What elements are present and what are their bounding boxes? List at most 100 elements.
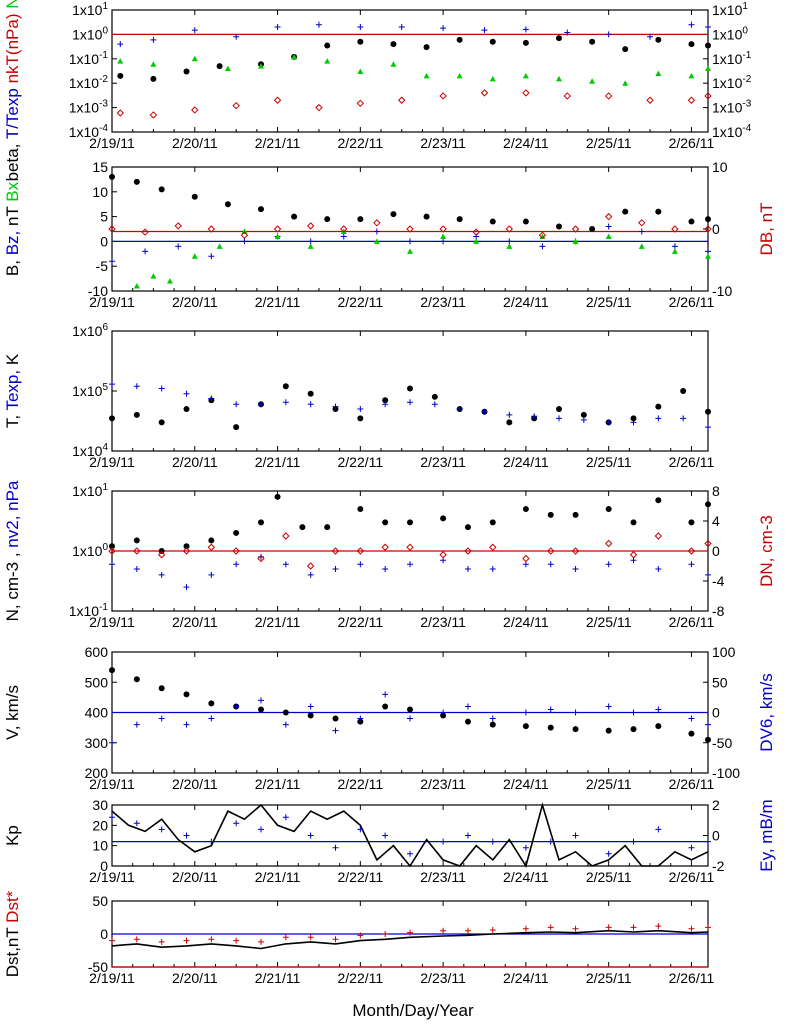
data-point bbox=[133, 547, 141, 555]
data-point bbox=[655, 826, 662, 833]
data-point bbox=[705, 736, 711, 743]
data-point bbox=[571, 547, 580, 555]
data-point bbox=[456, 72, 463, 79]
date-tick-label: 2/20/11 bbox=[172, 294, 218, 310]
data-point bbox=[473, 238, 480, 244]
data-point bbox=[655, 36, 662, 43]
series-diamond bbox=[108, 212, 712, 239]
y-axis-label-part: Bz, bbox=[3, 226, 22, 255]
data-point bbox=[705, 571, 711, 578]
y-left-tick-label: 15 bbox=[92, 159, 108, 175]
data-point bbox=[373, 238, 380, 244]
data-point bbox=[332, 844, 339, 851]
data-point bbox=[589, 38, 596, 45]
data-point bbox=[522, 561, 529, 568]
y-left-tick-label: -5 bbox=[96, 258, 109, 274]
y-left-tick-label: 10 bbox=[92, 184, 108, 200]
data-point bbox=[183, 543, 190, 550]
data-point bbox=[547, 511, 554, 518]
y-right-axis-label: Ey, mB/m bbox=[757, 799, 776, 871]
y-left-tick-label: 5 bbox=[100, 209, 108, 225]
data-point bbox=[307, 832, 314, 839]
data-point bbox=[241, 228, 248, 234]
data-point bbox=[133, 820, 140, 827]
data-point bbox=[398, 24, 405, 31]
data-point bbox=[258, 401, 264, 408]
y-right-tick-label: -100 bbox=[712, 765, 740, 781]
y-axis-label-part: Dst* bbox=[3, 890, 22, 923]
data-point bbox=[232, 101, 240, 110]
data-point bbox=[440, 25, 447, 32]
series-dot bbox=[109, 493, 711, 554]
y-axis-label-part: nv2, nPa bbox=[3, 480, 22, 548]
series-dot bbox=[109, 667, 711, 743]
data-point bbox=[282, 721, 289, 728]
data-point bbox=[182, 547, 191, 555]
data-point bbox=[257, 554, 265, 563]
series-line bbox=[111, 929, 709, 950]
date-tick-label: 2/25/11 bbox=[586, 135, 632, 151]
data-point bbox=[274, 493, 281, 500]
data-point bbox=[556, 223, 562, 230]
data-point bbox=[539, 243, 546, 250]
y-left-tick-label: 300 bbox=[85, 735, 109, 751]
data-point bbox=[522, 26, 529, 33]
y-axis-label-part: T, bbox=[3, 411, 22, 429]
data-point bbox=[357, 38, 364, 45]
data-point bbox=[704, 225, 712, 233]
y-right-tick-label: 1x10-4 bbox=[712, 123, 752, 140]
data-point bbox=[423, 213, 430, 220]
data-point bbox=[655, 566, 662, 573]
data-point bbox=[407, 248, 413, 254]
date-tick-label: 2/26/11 bbox=[669, 614, 715, 630]
y-axis-label-part: T/Texp bbox=[3, 83, 22, 139]
data-point bbox=[604, 212, 613, 221]
y-left-tick-label: 20 bbox=[92, 817, 108, 833]
y-right-tick-label: 50 bbox=[712, 674, 728, 690]
data-point bbox=[440, 709, 447, 716]
data-point bbox=[622, 80, 629, 86]
date-tick-label: 2/19/11 bbox=[89, 970, 135, 986]
data-point bbox=[705, 216, 711, 223]
series-plus bbox=[109, 381, 711, 431]
data-point bbox=[705, 721, 711, 728]
plot-frame bbox=[111, 166, 709, 292]
data-point bbox=[522, 506, 529, 513]
data-point bbox=[191, 106, 199, 114]
data-point bbox=[208, 537, 215, 544]
data-point bbox=[489, 519, 496, 526]
data-point bbox=[440, 712, 447, 719]
date-tick-label: 2/23/11 bbox=[420, 135, 466, 151]
data-point bbox=[233, 937, 240, 944]
data-point bbox=[522, 844, 529, 851]
data-point bbox=[506, 411, 513, 418]
data-point bbox=[141, 228, 149, 236]
data-point bbox=[431, 393, 438, 400]
data-point bbox=[216, 63, 223, 70]
data-point bbox=[258, 706, 264, 713]
data-point bbox=[688, 21, 695, 28]
panel-p6: 2/19/11 2/20/11 2/21/11 2/22/11 2/23/11 2/24/… bbox=[3, 797, 776, 885]
date-tick-label: 2/21/11 bbox=[255, 776, 301, 792]
data-point bbox=[109, 543, 115, 550]
data-point bbox=[158, 938, 165, 945]
data-point bbox=[688, 519, 695, 526]
date-tick-label: 2/25/11 bbox=[586, 970, 632, 986]
series-dot bbox=[109, 173, 711, 232]
data-point bbox=[572, 238, 579, 244]
data-point bbox=[332, 936, 339, 943]
y-axis-label: V, km/s bbox=[3, 685, 22, 740]
date-tick-label: 2/24/11 bbox=[503, 135, 549, 151]
data-point bbox=[489, 715, 496, 722]
data-point bbox=[150, 273, 157, 279]
data-point bbox=[688, 561, 695, 568]
data-point bbox=[356, 99, 365, 108]
data-point bbox=[440, 233, 447, 239]
data-point bbox=[174, 222, 182, 230]
date-tick-label: 2/24/11 bbox=[503, 970, 549, 986]
data-point bbox=[655, 723, 662, 730]
data-point bbox=[589, 226, 596, 232]
y-axis-label-part: Texp, bbox=[3, 365, 22, 410]
data-point bbox=[705, 24, 711, 31]
data-point bbox=[605, 924, 612, 931]
